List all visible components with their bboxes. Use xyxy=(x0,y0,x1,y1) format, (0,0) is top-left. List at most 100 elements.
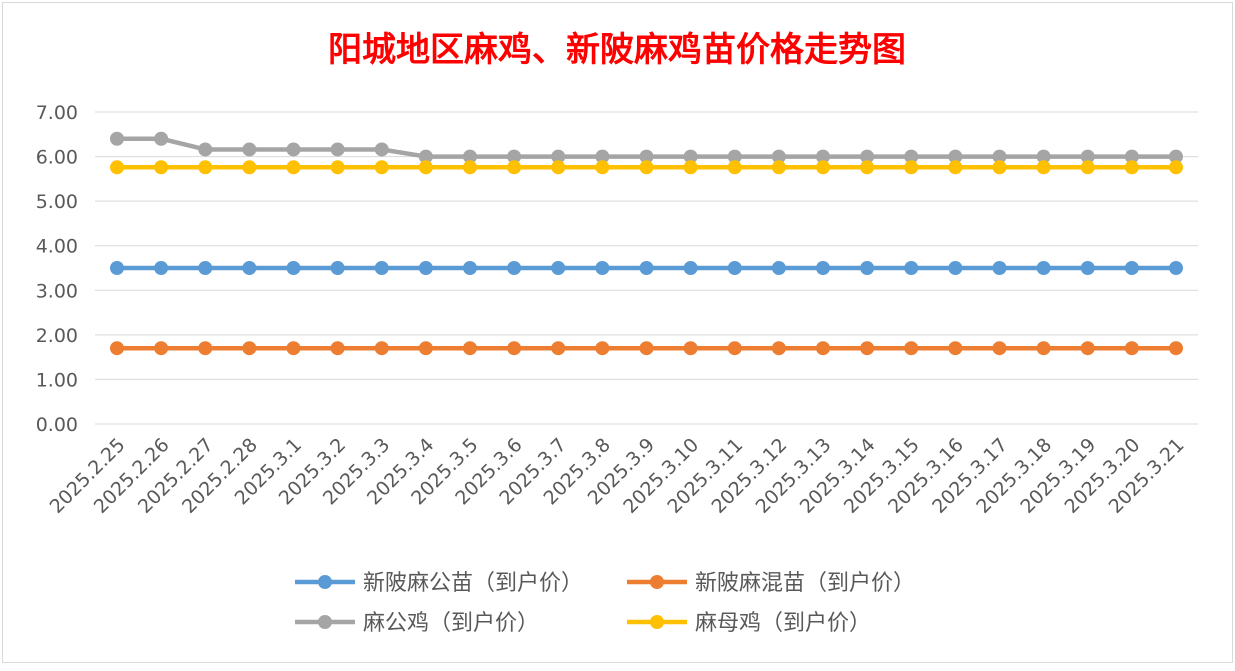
data-point xyxy=(1080,149,1095,164)
data-point xyxy=(242,142,257,157)
data-point xyxy=(639,341,654,356)
series-4 xyxy=(110,160,1183,175)
series-2 xyxy=(110,341,1183,356)
data-point xyxy=(1169,160,1183,175)
data-point xyxy=(110,160,124,175)
legend-label: 新陂麻混苗（到户价） xyxy=(695,571,915,596)
data-point xyxy=(286,160,301,175)
data-point xyxy=(860,149,875,164)
data-point xyxy=(816,261,830,275)
data-point xyxy=(110,131,124,146)
data-point xyxy=(771,341,786,356)
data-point xyxy=(683,341,698,356)
data-point xyxy=(771,261,786,275)
data-point xyxy=(551,261,566,275)
data-point xyxy=(330,160,345,175)
data-point xyxy=(463,149,477,164)
y-tick-label: 3.00 xyxy=(36,280,78,302)
data-point xyxy=(507,341,522,356)
data-point xyxy=(154,160,169,175)
data-point xyxy=(242,160,257,175)
data-point xyxy=(1080,160,1095,175)
data-point xyxy=(595,149,610,164)
legend-label: 新陂麻公苗（到户价） xyxy=(363,571,583,596)
legend-item: 新陂麻公苗（到户价） xyxy=(295,571,583,596)
data-point xyxy=(992,160,1007,175)
y-tick-label: 0.00 xyxy=(36,414,78,436)
data-point xyxy=(154,131,169,146)
series-3 xyxy=(110,131,1183,164)
data-point xyxy=(816,149,830,164)
data-point xyxy=(816,341,830,356)
data-point xyxy=(639,261,654,275)
data-point xyxy=(860,160,875,175)
legend-marker xyxy=(318,575,332,589)
data-point xyxy=(1036,341,1051,356)
legend-item: 新陂麻混苗（到户价） xyxy=(627,571,915,596)
legend-marker xyxy=(318,615,332,629)
data-point xyxy=(1124,261,1139,275)
data-point xyxy=(683,160,698,175)
data-point xyxy=(1124,341,1139,356)
data-point xyxy=(330,341,345,356)
data-point xyxy=(374,341,389,356)
data-point xyxy=(286,261,301,275)
data-point xyxy=(771,160,786,175)
data-point xyxy=(1169,149,1183,164)
data-point xyxy=(463,341,477,356)
data-point xyxy=(992,261,1007,275)
series-lines xyxy=(110,131,1183,356)
data-point xyxy=(904,261,919,275)
data-point xyxy=(374,142,389,157)
data-point xyxy=(551,341,566,356)
data-point xyxy=(948,261,963,275)
data-point xyxy=(816,160,830,175)
data-point xyxy=(198,341,213,356)
data-point xyxy=(463,160,477,175)
data-point xyxy=(727,149,742,164)
data-point xyxy=(639,160,654,175)
y-tick-label: 5.00 xyxy=(36,191,78,213)
data-point xyxy=(1080,341,1095,356)
data-point xyxy=(507,261,522,275)
data-point xyxy=(1124,149,1139,164)
data-point xyxy=(374,261,389,275)
legend-label: 麻母鸡（到户价） xyxy=(695,611,871,636)
data-point xyxy=(1036,261,1051,275)
data-point xyxy=(242,261,257,275)
data-point xyxy=(639,149,654,164)
data-point xyxy=(595,341,610,356)
data-point xyxy=(904,160,919,175)
data-point xyxy=(110,261,124,275)
data-point xyxy=(904,341,919,356)
data-point xyxy=(595,160,610,175)
chart-title: 阳城地区麻鸡、新陂麻鸡苗价格走势图 xyxy=(328,30,906,70)
data-point xyxy=(727,341,742,356)
data-point xyxy=(1169,341,1183,356)
data-point xyxy=(860,341,875,356)
y-axis-tick-labels: 0.00 1.00 2.00 3.00 4.00 5.00 6.00 7.00 xyxy=(36,102,78,436)
gridlines xyxy=(95,111,1198,425)
data-point xyxy=(110,341,124,356)
data-point xyxy=(1169,261,1183,275)
data-point xyxy=(683,149,698,164)
data-point xyxy=(727,160,742,175)
data-point xyxy=(1124,160,1139,175)
series-1 xyxy=(110,261,1183,275)
data-point xyxy=(330,261,345,275)
legend-marker xyxy=(650,615,664,629)
data-point xyxy=(948,149,963,164)
data-point xyxy=(418,341,433,356)
data-point xyxy=(198,142,213,157)
data-point xyxy=(1036,149,1051,164)
data-point xyxy=(860,261,875,275)
data-point xyxy=(595,261,610,275)
legend-label: 麻公鸡（到户价） xyxy=(363,611,539,636)
data-point xyxy=(904,149,919,164)
legend-item: 麻母鸡（到户价） xyxy=(627,611,871,636)
y-tick-label: 6.00 xyxy=(36,147,78,169)
data-point xyxy=(330,142,345,157)
